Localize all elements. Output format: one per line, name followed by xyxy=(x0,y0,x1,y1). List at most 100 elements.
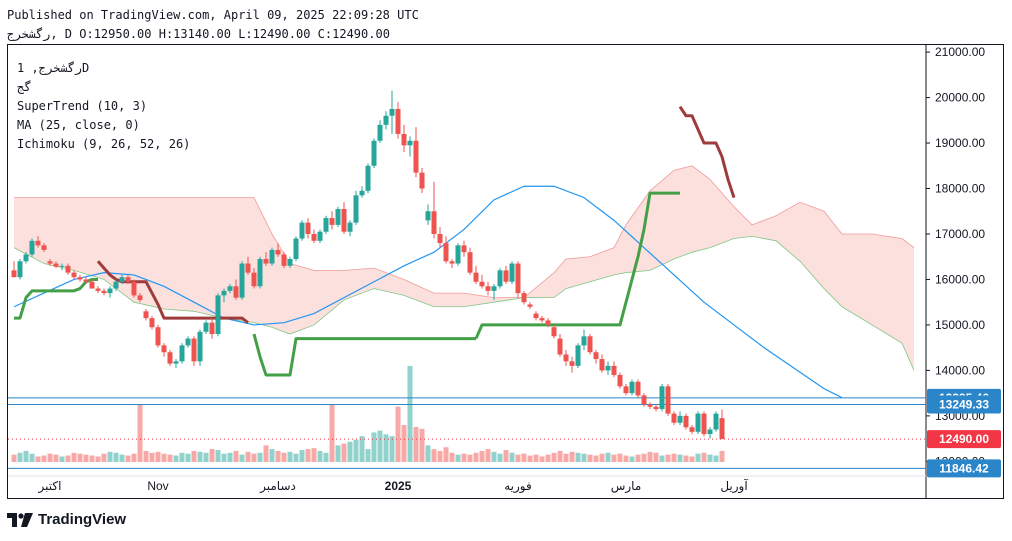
candle-body xyxy=(353,195,359,223)
candle-body xyxy=(89,281,95,289)
candle-body xyxy=(359,190,365,196)
volume-bar xyxy=(605,452,611,462)
volume-bar xyxy=(185,453,191,462)
candle-body xyxy=(293,238,299,259)
candle-body xyxy=(365,165,371,191)
volume-bar xyxy=(395,406,401,462)
cloud-segment xyxy=(674,165,692,259)
candle-body xyxy=(233,286,239,298)
volume-bar xyxy=(701,452,707,462)
candle-body xyxy=(191,338,197,362)
legend-supertrend[interactable]: SuperTrend (10, 3) xyxy=(17,99,148,113)
branding: TradingView xyxy=(7,511,126,528)
supertrend xyxy=(14,105,736,377)
candle-body xyxy=(371,140,377,166)
chart-panel[interactable]: 21000.00 20000.00 19000.00 18000.00 17000.00… xyxy=(7,44,1004,499)
candle-body xyxy=(707,429,713,435)
volume-bar xyxy=(233,450,239,462)
cloud-segment xyxy=(902,238,914,371)
legend-subtitle: گج xyxy=(17,80,32,94)
volume-bar xyxy=(497,453,503,462)
candle-body xyxy=(377,124,383,141)
price-chart[interactable]: 21000.00 20000.00 19000.00 18000.00 17000.00… xyxy=(8,45,1003,498)
candle-body xyxy=(41,245,47,250)
candle-body xyxy=(467,252,473,273)
volume-bar xyxy=(293,453,299,462)
volume-bar xyxy=(179,452,185,462)
candle-body xyxy=(305,222,311,234)
price-label-box xyxy=(927,430,1001,449)
y-tick-label: 14000.00 xyxy=(935,363,985,377)
candle-body xyxy=(557,338,563,355)
volume-bar xyxy=(41,455,47,462)
candle-body xyxy=(59,265,65,267)
candle-body xyxy=(299,222,305,239)
candles xyxy=(11,90,725,440)
volume-bar xyxy=(629,456,635,462)
candle-body xyxy=(341,208,347,232)
volume-bar xyxy=(509,452,515,462)
supertrend-up-line xyxy=(14,277,98,320)
cloud-segment xyxy=(494,297,524,303)
volume-bar xyxy=(353,439,359,462)
volume-bar xyxy=(83,454,89,462)
volume-bar xyxy=(599,453,605,462)
volume-bar xyxy=(461,453,467,462)
price-label-text: 13249.33 xyxy=(939,398,989,412)
candle-body xyxy=(503,270,509,282)
candle-body xyxy=(455,245,461,264)
candle-body xyxy=(533,313,539,319)
volume-bar xyxy=(107,451,113,462)
volume-bar xyxy=(485,449,491,462)
x-tick-label: آوریل xyxy=(720,478,748,494)
candle-body xyxy=(173,361,179,364)
candle-body xyxy=(593,352,599,360)
candle-body xyxy=(461,245,467,253)
legend-ichimoku[interactable]: Ichimoku (9, 26, 52, 26) xyxy=(17,137,191,151)
cloud-segment xyxy=(650,170,674,271)
price-label-text: 11846.42 xyxy=(939,461,989,475)
candle-body xyxy=(347,222,353,232)
candle-body xyxy=(113,281,119,289)
candle-body xyxy=(383,115,389,125)
horizontal-lines xyxy=(8,397,926,469)
candle-body xyxy=(281,254,287,266)
candle-body xyxy=(653,406,659,410)
candle-body xyxy=(215,295,221,335)
candle-body xyxy=(155,327,161,346)
volume-bar xyxy=(371,432,377,462)
candle-body xyxy=(449,261,455,264)
volume-bar xyxy=(77,453,83,462)
volume-bar xyxy=(389,436,395,462)
candle-body xyxy=(335,208,341,225)
legend-ma[interactable]: MA (25, close, 0) xyxy=(17,118,140,132)
candle-body xyxy=(473,272,479,282)
x-tick-label: فوریه xyxy=(504,479,532,494)
candle-body xyxy=(203,322,209,332)
candle-body xyxy=(35,240,41,246)
volume-bar xyxy=(209,449,215,462)
volume-bar xyxy=(689,456,695,462)
volume-bar xyxy=(557,450,563,462)
volume-bar xyxy=(167,454,173,462)
candle-body xyxy=(575,345,581,366)
volume-bar xyxy=(503,450,509,462)
supertrend-down-line xyxy=(678,105,736,199)
volume-bar xyxy=(377,430,383,462)
volume-bar xyxy=(311,448,317,462)
volume-bar xyxy=(305,449,311,462)
volume-bar xyxy=(215,450,221,462)
candle-body xyxy=(635,381,641,396)
x-tick-label: 2025 xyxy=(385,479,412,493)
volume-bar xyxy=(551,452,557,462)
candle-body xyxy=(269,249,275,264)
volume-bar xyxy=(191,450,197,462)
volume-bar xyxy=(611,454,617,462)
cloud-segment xyxy=(224,197,254,323)
candle-body xyxy=(95,288,101,291)
volume-bar xyxy=(431,449,437,462)
candle-body xyxy=(107,288,113,294)
candle-body xyxy=(329,218,335,225)
volume-bar xyxy=(335,445,341,462)
candle-body xyxy=(527,304,533,307)
